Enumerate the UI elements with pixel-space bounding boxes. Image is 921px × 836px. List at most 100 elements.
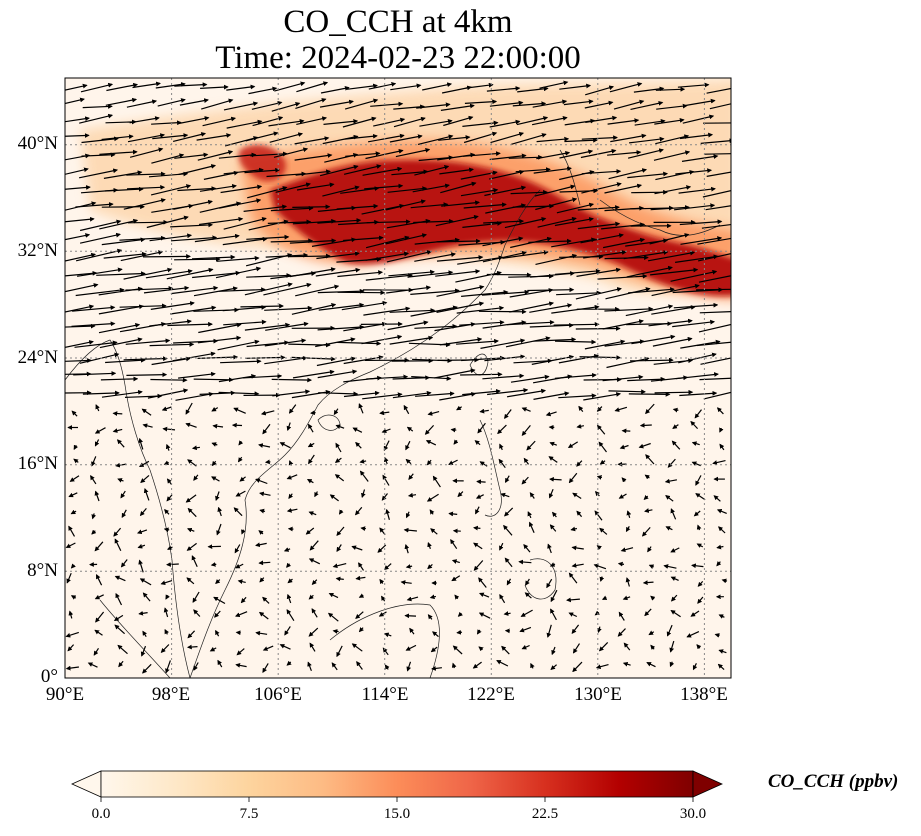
wind-arrow-102 — [490, 131, 525, 144]
wind-arrow-70 — [393, 116, 426, 128]
wind-arrow-806 — [593, 563, 607, 570]
wind-arrow-318 — [289, 267, 336, 278]
wind-arrow-256 — [149, 233, 193, 242]
wind-arrow-313 — [166, 267, 214, 280]
wind-arrow-399 — [223, 319, 267, 326]
wind-arrow-684 — [361, 489, 366, 499]
wind-arrow-79 — [607, 118, 640, 125]
wind-arrow-596 — [258, 443, 271, 448]
wind-arrow-522 — [487, 387, 529, 396]
wind-arrow-607 — [526, 440, 536, 451]
wind-arrow-620 — [163, 460, 170, 465]
wind-arrow-224 — [65, 216, 95, 223]
wind-arrow-217 — [556, 202, 595, 214]
wind-arrow-484 — [242, 373, 283, 379]
wind-arrow-141 — [78, 168, 119, 179]
wind-arrow-54 — [684, 98, 716, 107]
wind-arrow-868 — [68, 610, 74, 619]
wind-arrow-661 — [476, 479, 486, 485]
wind-arrow-448 — [65, 358, 92, 363]
wind-arrow-382 — [478, 309, 527, 315]
wind-arrow-431 — [315, 337, 356, 348]
lat-tick-40: 40°N — [17, 133, 58, 154]
wind-arrow-770 — [404, 543, 410, 554]
wind-arrow-193 — [654, 185, 692, 195]
wind-arrow-36 — [251, 100, 283, 110]
wind-arrow-53 — [656, 103, 688, 110]
wind-arrow-359 — [605, 287, 651, 300]
wind-arrow-937 — [382, 647, 389, 656]
wind-arrow-225 — [79, 219, 122, 232]
wind-arrow-734 — [216, 523, 222, 536]
wind-arrow-228 — [146, 215, 189, 229]
wind-arrow-614 — [691, 441, 700, 446]
wind-arrow-913 — [476, 629, 482, 635]
wind-arrow-890 — [594, 610, 600, 616]
wind-arrow-729 — [91, 529, 97, 535]
wind-arrow-603 — [425, 440, 437, 446]
wind-arrow-231 — [223, 217, 267, 230]
wind-arrow-183 — [412, 183, 450, 193]
wind-arrow-930 — [209, 646, 217, 652]
wind-arrow-951 — [718, 649, 727, 654]
wind-arrow-894 — [690, 610, 700, 617]
wind-arrow-355 — [509, 288, 554, 298]
wind-arrow-26 — [677, 82, 710, 88]
wind-arrow-172 — [150, 184, 192, 196]
wind-arrow-588 — [73, 444, 79, 451]
wind-arrow-384 — [529, 303, 573, 313]
wind-arrow-791 — [235, 563, 244, 569]
wind-arrow-895 — [718, 614, 725, 619]
wind-arrow-407 — [414, 323, 458, 329]
wind-arrow-690 — [500, 492, 510, 498]
wind-arrow-24 — [633, 86, 665, 93]
wind-arrow-179 — [322, 185, 360, 197]
wind-arrow-876 — [258, 611, 269, 620]
wind-arrow-653 — [286, 474, 298, 480]
wind-arrow-591 — [138, 437, 144, 450]
wind-arrow-492 — [434, 368, 476, 379]
wind-arrow-880 — [355, 611, 364, 619]
wind-arrow-778 — [596, 545, 602, 550]
wind-arrow-746 — [503, 524, 513, 536]
wind-arrow-675 — [143, 487, 150, 501]
wind-arrow-688 — [457, 491, 464, 498]
wind-arrow-732 — [163, 527, 170, 533]
wind-arrow-767 — [336, 544, 342, 553]
wind-arrow-140 — [65, 167, 89, 175]
wind-arrow-619 — [138, 460, 150, 468]
wind-arrow-736 — [258, 530, 264, 535]
wind-arrow-539 — [233, 407, 246, 414]
wind-arrow-353 — [461, 289, 509, 297]
wind-arrow-751 — [625, 525, 631, 533]
wind-arrow-277 — [649, 233, 690, 245]
wind-arrow-451 — [123, 356, 168, 362]
wind-arrow-346 — [295, 284, 340, 297]
wind-arrow-394 — [98, 323, 141, 334]
wind-arrow-977 — [669, 661, 675, 668]
wind-arrow-790 — [210, 562, 217, 567]
wind-arrow-626 — [308, 454, 315, 465]
wind-arrow-654 — [306, 478, 314, 484]
wind-arrow-940 — [452, 645, 463, 655]
coast-hainan — [317, 414, 341, 431]
wind-arrow-335 — [698, 275, 731, 283]
wind-arrow-972 — [550, 664, 557, 671]
wind-arrow-479 — [126, 372, 168, 378]
wind-arrow-869 — [95, 611, 105, 623]
wind-arrow-916 — [546, 624, 552, 638]
wind-arrow-481 — [178, 371, 216, 379]
wind-arrow-693 — [572, 492, 582, 500]
wind-arrow-287 — [216, 255, 260, 262]
wind-arrow-706 — [217, 506, 223, 517]
wind-arrow-907 — [332, 629, 339, 634]
wind-arrow-936 — [351, 643, 363, 652]
wind-arrow-403 — [317, 324, 365, 331]
wind-arrow-630 — [405, 458, 412, 465]
wind-arrow-872 — [163, 607, 169, 618]
wind-arrow-836 — [642, 580, 654, 585]
wind-arrow-139 — [704, 153, 731, 155]
wind-arrow-637 — [576, 460, 583, 467]
wind-arrow-617 — [91, 456, 97, 467]
wind-arrow-61 — [177, 116, 210, 125]
